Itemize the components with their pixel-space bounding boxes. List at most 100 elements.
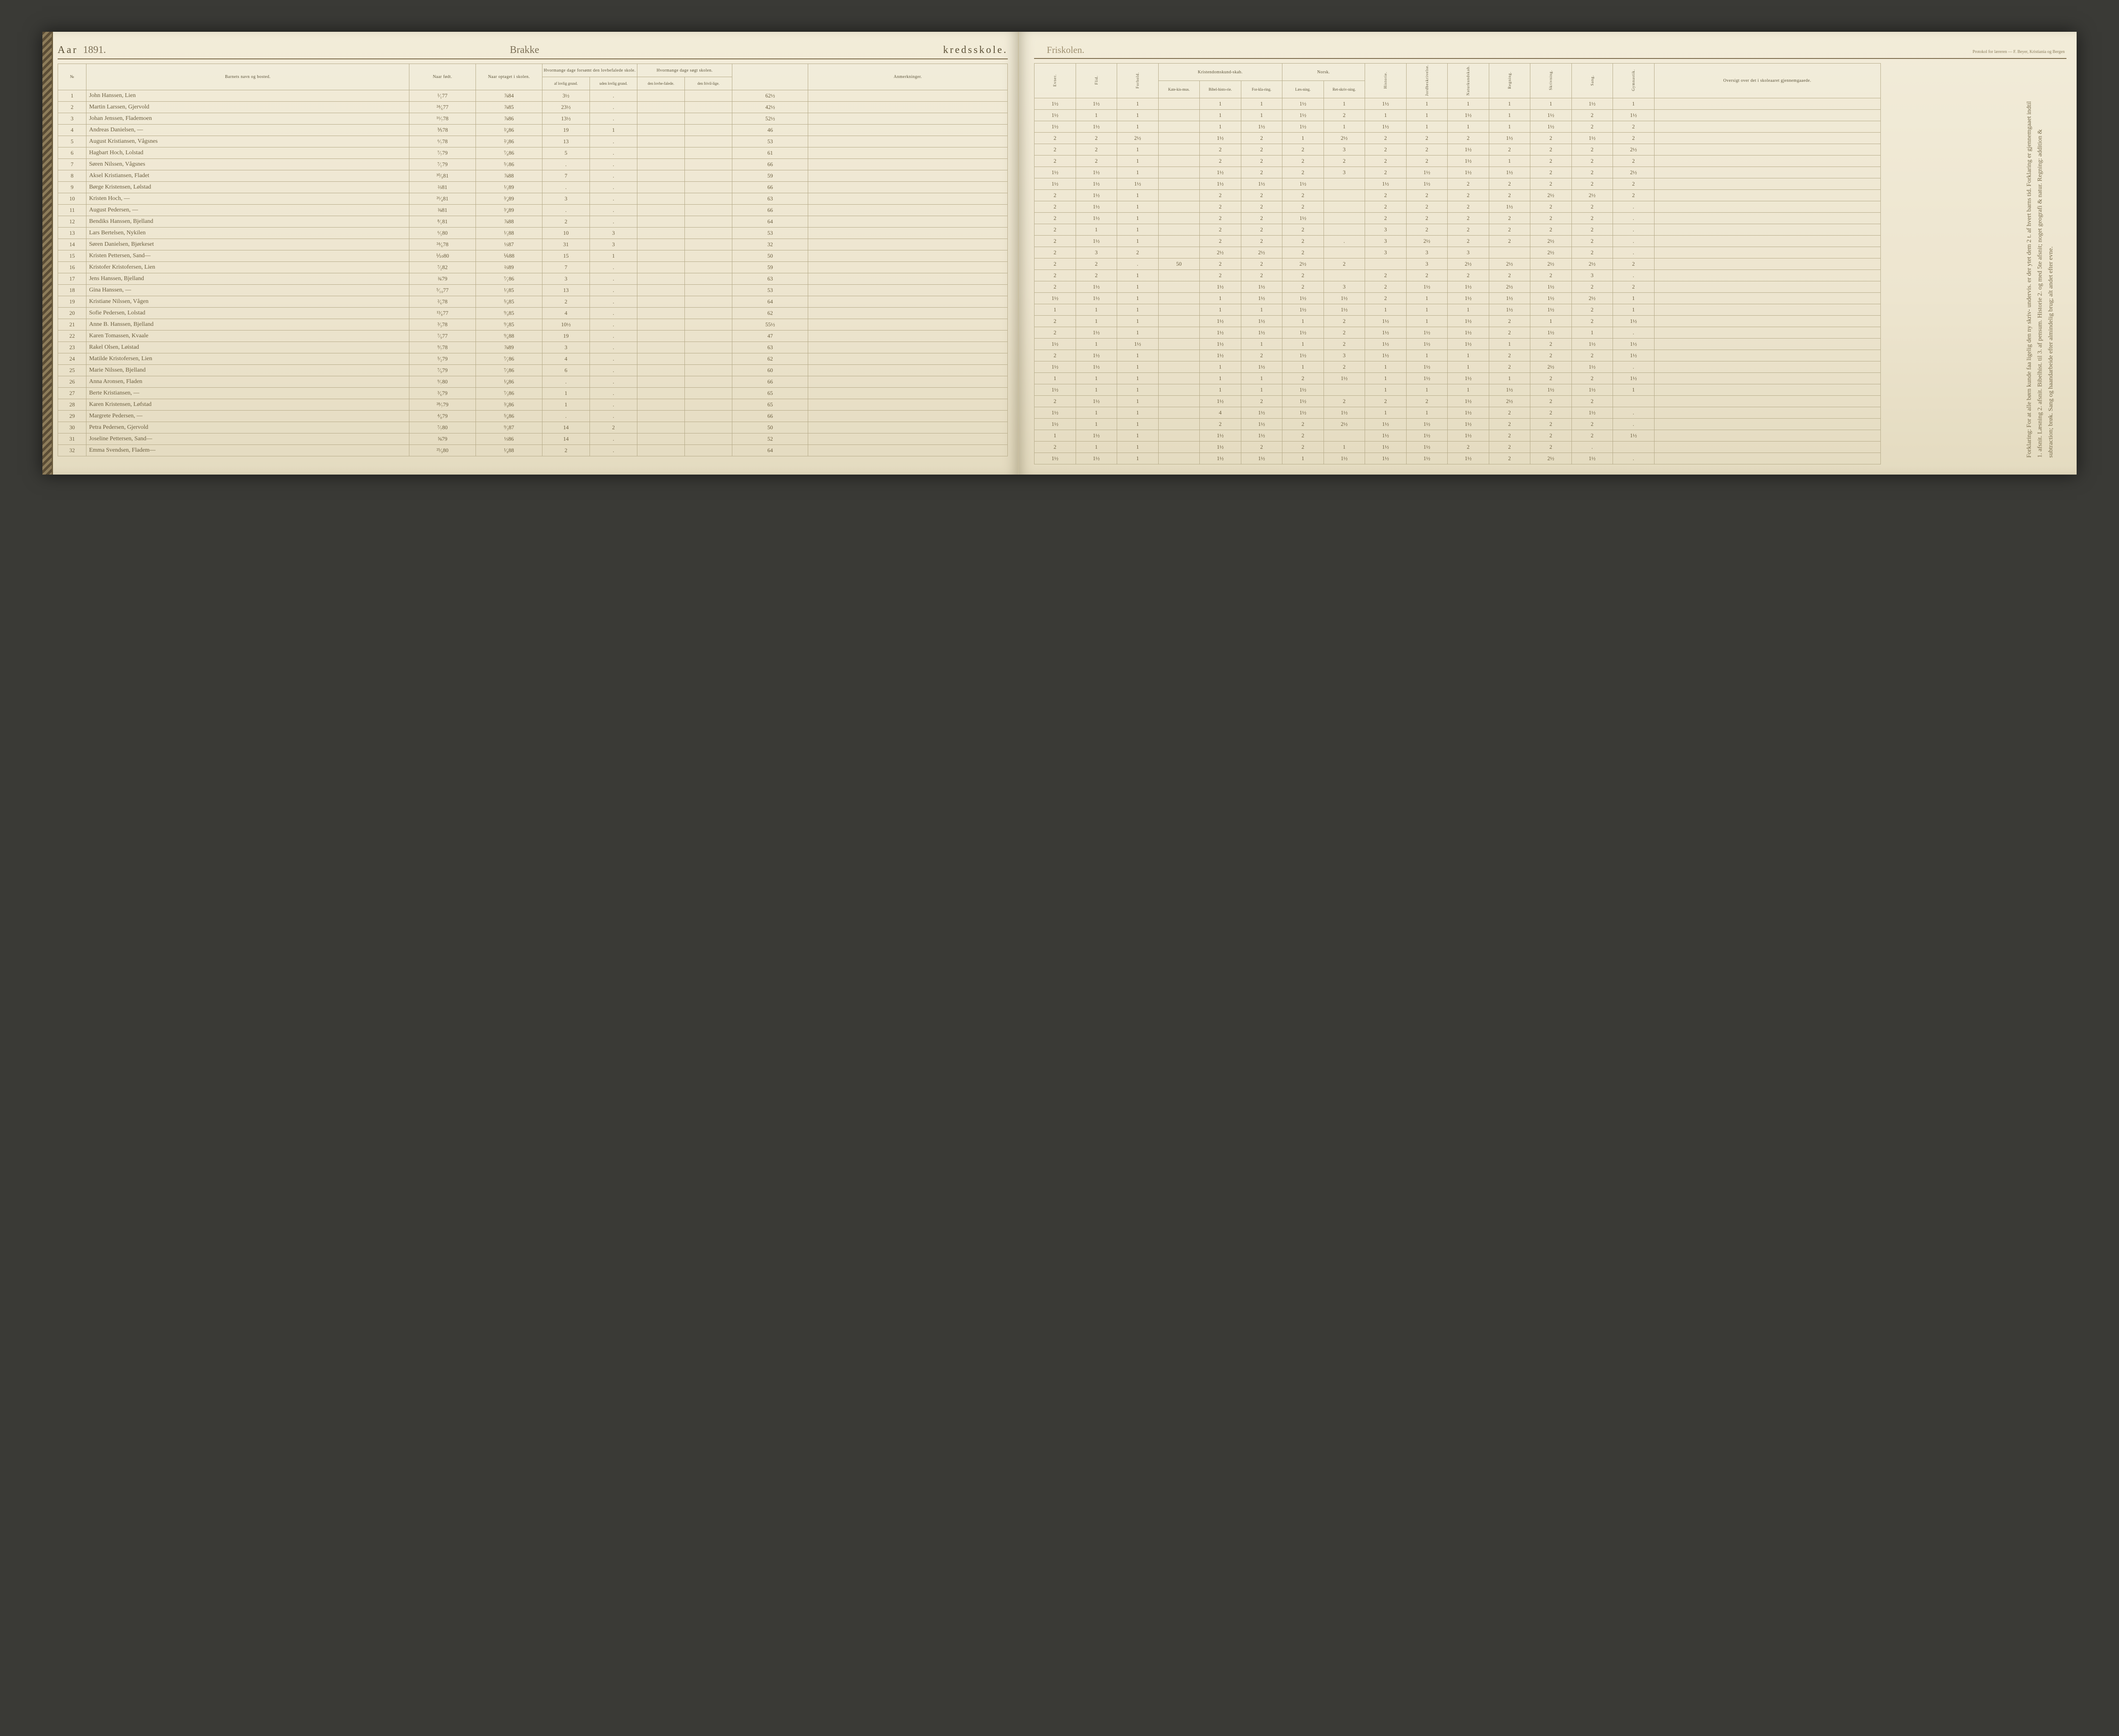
attended: 46 xyxy=(732,125,808,136)
grade-cell: 2½ xyxy=(1613,144,1655,156)
abs-d xyxy=(685,342,732,353)
grade-cell: 1 xyxy=(1241,384,1282,396)
grade-cell: 2½ xyxy=(1530,247,1572,258)
grade-cell: 1½ xyxy=(1448,373,1489,384)
abs-b: . xyxy=(590,353,637,365)
row-num: 22 xyxy=(58,331,86,342)
grade-cell xyxy=(1158,201,1200,213)
attended: 63 xyxy=(732,342,808,353)
grade-cell: 1 xyxy=(1117,407,1159,419)
grade-cell: . xyxy=(1613,247,1655,258)
born: ²⁵⁄₉80 xyxy=(409,445,476,456)
grade-cell xyxy=(1158,419,1200,430)
abs-c xyxy=(637,445,684,456)
grade-cell: 2 xyxy=(1034,396,1076,407)
admitted: ¹⁄₅88 xyxy=(476,228,542,239)
remarks xyxy=(808,308,1008,319)
abs-a: 1 xyxy=(542,399,590,411)
remarks xyxy=(808,388,1008,399)
remarks xyxy=(808,136,1008,147)
col-historie: Historie. xyxy=(1365,64,1407,98)
grade-cell: 1½ xyxy=(1282,110,1324,121)
admitted: ⁹⁄₉85 xyxy=(476,308,542,319)
grade-cell xyxy=(1158,178,1200,190)
abs-c xyxy=(637,136,684,147)
grade-cell: 2 xyxy=(1406,156,1448,167)
grade-cell: 1½ xyxy=(1241,430,1282,442)
admitted: ³⁄₄89 xyxy=(476,205,542,216)
overview-cell xyxy=(1654,293,1880,304)
attended: 61 xyxy=(732,147,808,159)
abs-d xyxy=(685,262,732,273)
grade-cell: 2 xyxy=(1406,396,1448,407)
grade-cell: 1 xyxy=(1117,121,1159,133)
grade-cell: 1 xyxy=(1117,453,1159,464)
grade-cell: 1½ xyxy=(1613,373,1655,384)
grade-cell: 1 xyxy=(1117,201,1159,213)
grade-cell: 1½ xyxy=(1571,407,1613,419)
grade-cell: 1½ xyxy=(1406,373,1448,384)
grade-cell: 1½ xyxy=(1282,384,1324,396)
abs-d xyxy=(685,273,732,285)
remarks xyxy=(808,342,1008,353)
right-table-body: 1½1½1111½11½11111½11½11111½2111½11½21½1½… xyxy=(1034,98,1881,464)
attended: 63 xyxy=(732,193,808,205)
grade-cell xyxy=(1613,442,1655,453)
grade-cell: 2 xyxy=(1282,247,1324,258)
grade-cell: 1½ xyxy=(1076,98,1117,110)
grade-cell: 1 xyxy=(1448,361,1489,373)
table-row: 32Emma Svendsen, Fladem—²⁵⁄₉80¹⁄₈882.64 xyxy=(58,445,1008,456)
grade-cell: . xyxy=(1613,453,1655,464)
row-num: 31 xyxy=(58,433,86,445)
col-jordbeskrivelse: Jordbeskrivelse. xyxy=(1406,64,1448,98)
grade-cell: 2 xyxy=(1571,304,1613,316)
table-row: 19Kristiane Nilssen, Vågen²⁄₆78⁵⁄₉852.64 xyxy=(58,296,1008,308)
table-row: 1½1121½22½1½1½1½222. xyxy=(1034,419,1881,430)
grade-cell: 1 xyxy=(1489,98,1530,110)
grade-cell: 2 xyxy=(1448,270,1489,281)
table-row: 21½1221½222222. xyxy=(1034,213,1881,224)
overview-cell xyxy=(1654,442,1880,453)
grade-cell: 2 xyxy=(1613,121,1655,133)
remarks xyxy=(808,182,1008,193)
grade-cell xyxy=(1158,339,1200,350)
grade-cell: 1 xyxy=(1241,339,1282,350)
born: ⁷⁄₇80 xyxy=(409,422,476,433)
table-row: 2212223221½2222½ xyxy=(1034,144,1881,156)
grade-cell: 1 xyxy=(1406,121,1448,133)
abs-c xyxy=(637,147,684,159)
grade-cell: 2 xyxy=(1200,258,1241,270)
attended: 52 xyxy=(732,433,808,445)
grade-cell: 1½ xyxy=(1076,178,1117,190)
grade-cell xyxy=(1324,384,1365,396)
student-name: Kristiane Nilssen, Vågen xyxy=(86,296,409,308)
grade-cell: 2 xyxy=(1200,270,1241,281)
grade-cell xyxy=(1324,201,1365,213)
col-sang: Sang. xyxy=(1571,64,1613,98)
student-name: Børge Kristensen, Lølstad xyxy=(86,182,409,193)
grade-cell: 1 xyxy=(1489,339,1530,350)
admitted: ⁷⁄₁86 xyxy=(476,273,542,285)
table-row: 13Lars Bertelsen, Nykilen⁶⁄₅80¹⁄₅8810353 xyxy=(58,228,1008,239)
grade-cell: 1½ xyxy=(1365,350,1407,361)
grade-cell: 2 xyxy=(1365,144,1407,156)
grade-cell: 1 xyxy=(1241,304,1282,316)
grade-cell: 1½ xyxy=(1448,167,1489,178)
grade-cell: 2 xyxy=(1282,224,1324,236)
grade-cell: 1 xyxy=(1076,419,1117,430)
grade-cell: 1½ xyxy=(1448,407,1489,419)
row-num: 21 xyxy=(58,319,86,331)
grade-cell: 1 xyxy=(1200,373,1241,384)
grade-cell: 2 xyxy=(1200,236,1241,247)
grade-cell: 1½ xyxy=(1448,144,1489,156)
table-row: 10Kristen Hoch, —²⁶⁄₄81³⁄₄893.63 xyxy=(58,193,1008,205)
abs-d xyxy=(685,216,732,228)
remarks xyxy=(808,170,1008,182)
overview-cell xyxy=(1654,201,1880,213)
grade-cell: 1½ xyxy=(1076,201,1117,213)
grade-cell: 2½ xyxy=(1571,190,1613,201)
abs-d xyxy=(685,445,732,456)
abs-d xyxy=(685,182,732,193)
grade-cell: 1½ xyxy=(1200,430,1241,442)
grade-cell: 2 xyxy=(1282,373,1324,384)
